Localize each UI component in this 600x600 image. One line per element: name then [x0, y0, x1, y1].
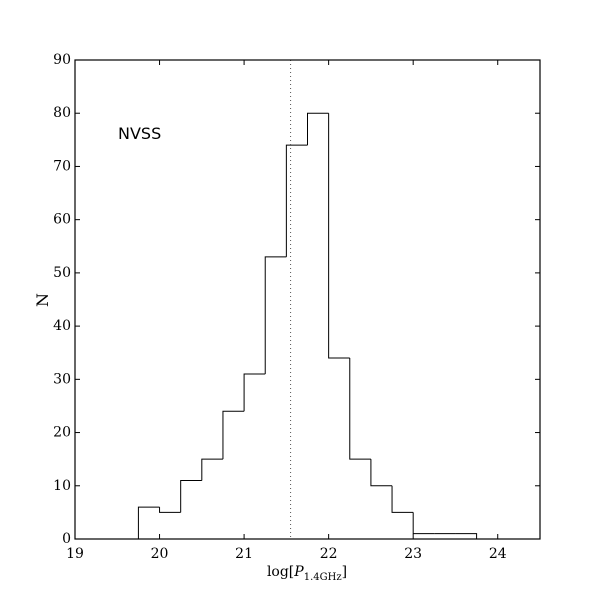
- x-tick-label: 22: [320, 546, 338, 562]
- y-tick-label: 90: [53, 52, 71, 68]
- histogram-bar: [370, 459, 393, 487]
- y-tick-label: 0: [62, 531, 71, 547]
- histogram-bar: [285, 144, 308, 257]
- x-label-part: ]: [342, 564, 347, 580]
- histogram-bar: [180, 479, 202, 513]
- histogram-bar: [412, 512, 435, 535]
- histogram-bar: [243, 373, 266, 412]
- histogram-bar: [201, 458, 223, 481]
- x-tick-label: 23: [404, 546, 422, 562]
- plot-frame: [74, 59, 541, 540]
- y-axis-label: N: [33, 293, 52, 307]
- histogram-bar: [137, 506, 160, 539]
- histogram-bar: [222, 410, 245, 460]
- y-tick-label: 40: [53, 318, 71, 334]
- y-tick-label: 20: [53, 425, 71, 441]
- y-tick-label: 10: [53, 478, 71, 494]
- x-label-part: 1.4GHz: [304, 572, 342, 583]
- y-tick-label: 60: [53, 212, 71, 228]
- y-tick-label: 30: [53, 371, 71, 387]
- x-tick-label: 21: [235, 546, 253, 562]
- histogram-bar: [328, 113, 350, 359]
- y-tick-label: 80: [53, 105, 71, 121]
- y-tick-label: 70: [53, 158, 71, 174]
- histogram-bar: [159, 507, 181, 513]
- histogram-bar: [455, 533, 478, 539]
- y-tick-label: 50: [53, 265, 71, 281]
- histogram-bar: [391, 485, 414, 513]
- x-tick-label: 20: [151, 546, 169, 562]
- histogram-bar: [307, 112, 329, 146]
- x-label-part: log[: [267, 564, 294, 580]
- histogram-bar: [264, 256, 287, 375]
- annotation: NVSS: [118, 124, 161, 143]
- x-tick-label: 24: [489, 546, 507, 562]
- histogram-bar: [349, 358, 371, 460]
- x-tick-label: 19: [66, 546, 84, 562]
- x-axis-label: log[P1.4GHz]: [267, 564, 347, 583]
- x-label-part: P: [293, 564, 304, 580]
